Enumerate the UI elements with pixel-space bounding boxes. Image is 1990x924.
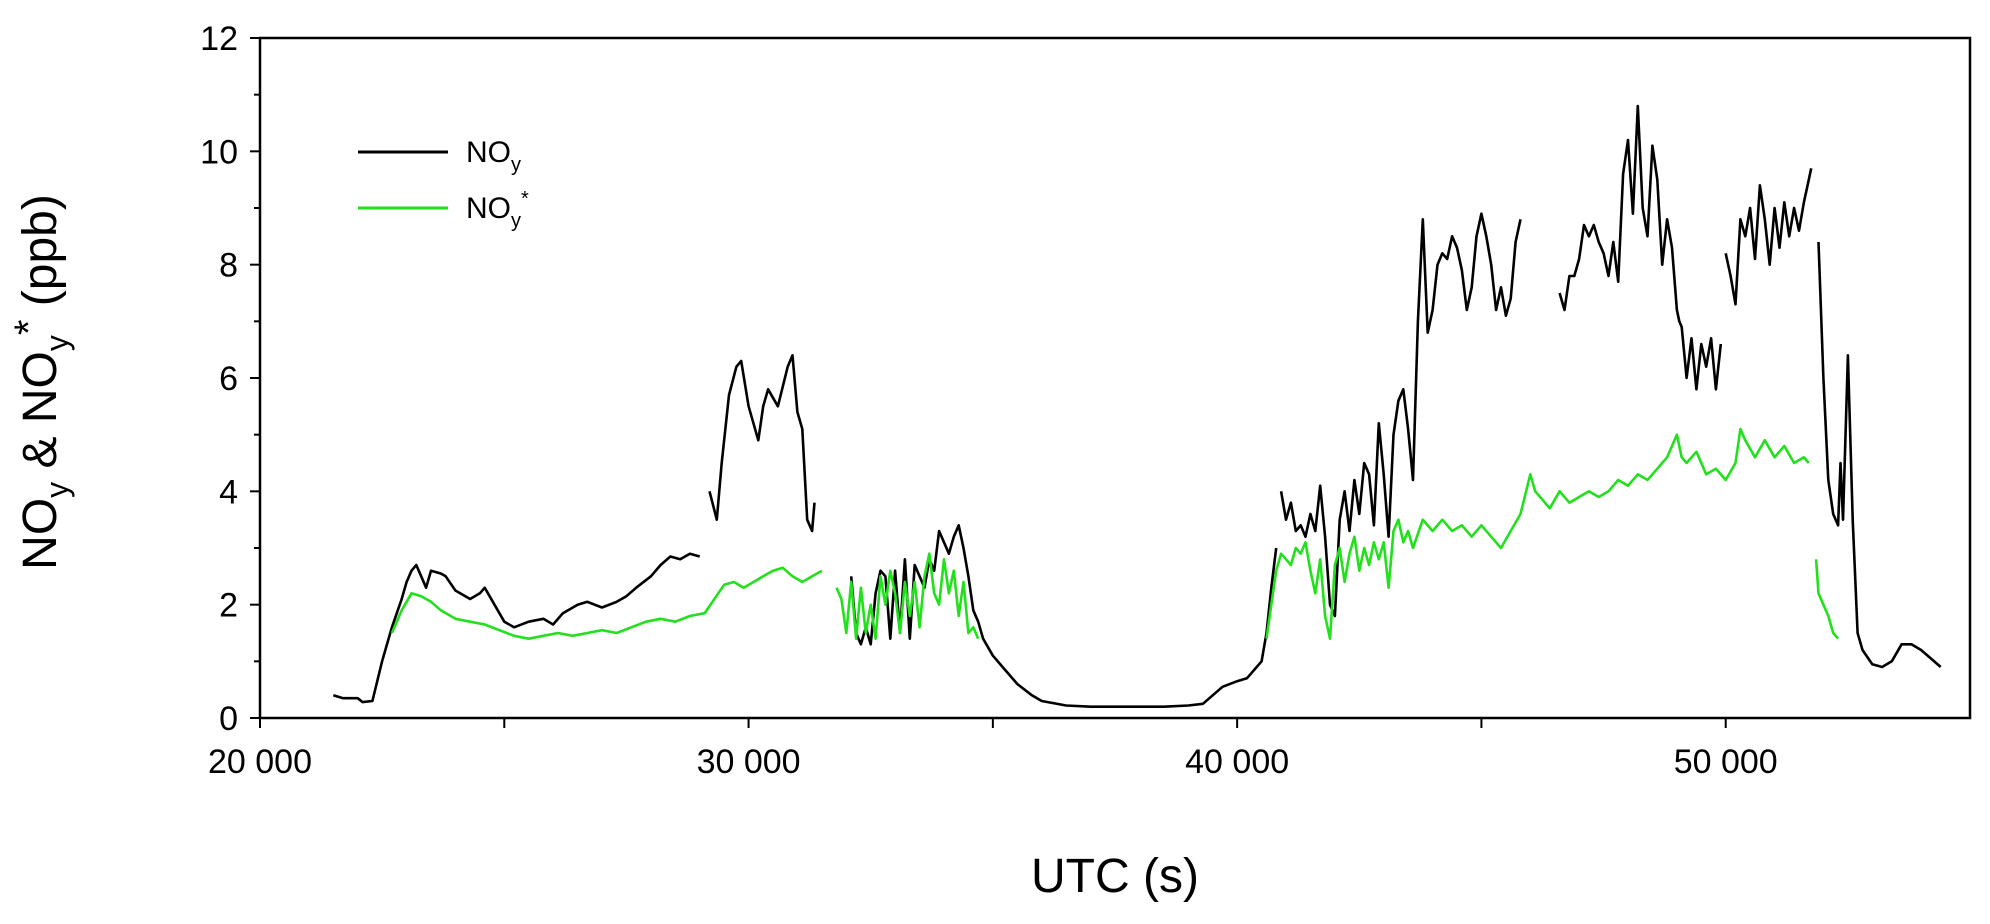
series-noy-line-3 (1279, 212, 1522, 618)
y-axis-title: NOy & NOy* (ppb) (7, 194, 75, 570)
y-tick-label: 12 (200, 20, 238, 58)
y-axis-title-part: * (7, 320, 51, 336)
x-tick-label: 20 000 (208, 743, 312, 781)
y-tick-label: 8 (219, 247, 238, 285)
y-axis-title-part: y (39, 335, 75, 351)
y-tick-label: 0 (219, 700, 238, 738)
x-tick-label: 50 000 (1674, 743, 1778, 781)
y-tick-label: 10 (200, 133, 238, 171)
y-tick-label: 6 (219, 360, 238, 398)
series-noy-star-line-3 (1814, 559, 1840, 640)
y-axis-title-part: y (39, 482, 75, 498)
legend-label-noy: NOy (466, 136, 521, 176)
legend-label-base: NO (466, 136, 511, 169)
y-axis-title-part: & NO (14, 351, 67, 482)
series-noy-line-0 (332, 552, 701, 704)
y-axis-title-part: (ppb) (14, 194, 67, 319)
series-noy-line-2 (849, 524, 1278, 708)
x-axis-title: UTC (s) (1031, 850, 1199, 903)
series-noy-line-1 (708, 354, 816, 533)
series-noy-line-6 (1817, 241, 1942, 669)
legend-label-sup: * (521, 188, 529, 210)
series-noy-star-line-0 (390, 566, 823, 640)
series-noy-line-5 (1724, 168, 1813, 306)
plot-frame (258, 36, 1972, 720)
legend-label-sub: y (511, 210, 521, 232)
legend-label-noy-star: NOy* (466, 188, 529, 232)
y-axis-title-part: NO (14, 498, 67, 570)
y-tick-label: 2 (219, 587, 238, 625)
x-tick-label: 40 000 (1185, 743, 1289, 781)
series-layer (332, 104, 1942, 708)
ticks-layer: 20 000 30 000 40 000 50 000 0 2 4 6 8 10 12 (200, 20, 1778, 781)
series-noy-star-line-2 (1265, 427, 1810, 640)
legend-label-base: NO (466, 192, 511, 225)
y-tick-label: 4 (219, 473, 238, 511)
x-tick-label: 30 000 (697, 743, 801, 781)
legend-label-sub: y (511, 154, 521, 176)
series-noy-line-4 (1558, 104, 1723, 391)
series-noy-star-line-1 (835, 552, 980, 640)
